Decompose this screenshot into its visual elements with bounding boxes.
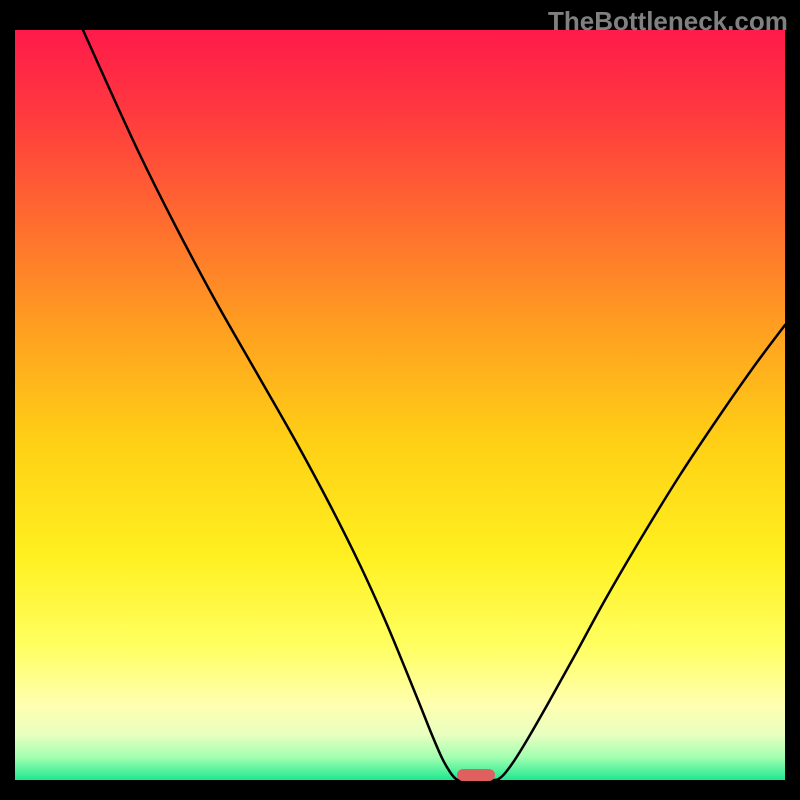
bottleneck-curve <box>83 30 785 780</box>
plot-area <box>15 30 785 780</box>
gradient-and-curve <box>15 30 785 780</box>
gradient-background <box>15 30 785 780</box>
bottleneck-chart: TheBottleneck.com <box>0 0 800 800</box>
optimal-marker <box>457 769 495 781</box>
watermark-text: TheBottleneck.com <box>548 6 788 37</box>
